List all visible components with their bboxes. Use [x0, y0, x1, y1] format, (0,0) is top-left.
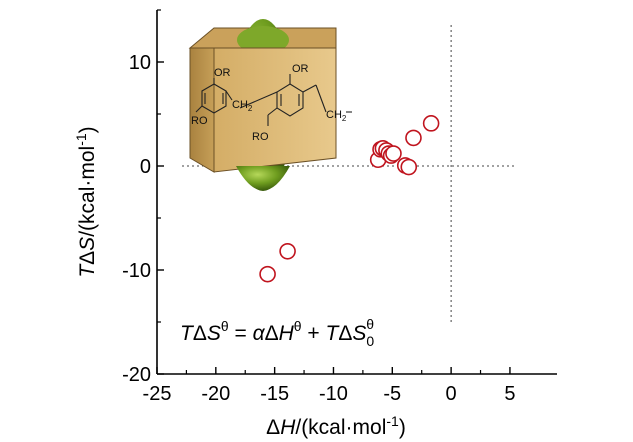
- y-tick-label: -10: [122, 260, 151, 282]
- x-ticks: -25 -20 -15 -10 -5 0 5: [143, 367, 516, 405]
- data-point: [405, 129, 422, 147]
- data-point: [259, 265, 276, 283]
- x-tick-label: 0: [446, 383, 457, 405]
- ch2-right-label: CH2: [326, 109, 347, 123]
- data-series: [259, 115, 440, 283]
- data-point: [279, 242, 296, 260]
- x-axis-title: ΔH/(kcal·mol-1): [266, 413, 406, 439]
- y-axis-title: TΔS/(kcal·mol-1): [73, 126, 99, 277]
- data-point: [385, 145, 402, 162]
- x-tick-label: -5: [383, 383, 401, 405]
- x-tick-label: -10: [319, 383, 348, 405]
- y-tick-label: 10: [129, 52, 151, 74]
- x-tick-label: -15: [260, 383, 289, 405]
- equation-annotation: TΔSθ = αΔHθ + TΔS0θ: [180, 316, 374, 349]
- guest-top-icon: [237, 26, 289, 54]
- box-left-face: [189, 47, 215, 173]
- x-tick-label: 5: [504, 383, 515, 405]
- or-left-label: OR: [214, 67, 231, 79]
- guest-bottom-icon: [236, 166, 290, 191]
- y-ticks: 10 0 -10 -20: [122, 9, 164, 386]
- x-tick-label: -20: [201, 383, 230, 405]
- x-tick-label: -25: [143, 383, 172, 405]
- ro-bottom-label: RO: [252, 131, 269, 143]
- or-top-label: OR: [292, 63, 309, 75]
- ro-left-label: RO: [191, 115, 208, 127]
- host-guest-inset: OR OR RO RO CH2 CH2: [188, 19, 352, 191]
- data-point: [400, 158, 418, 176]
- y-tick-label: 0: [140, 156, 151, 178]
- repeat-unit-structure: [195, 74, 352, 126]
- ch2-left-label: CH2: [232, 99, 253, 113]
- y-tick-label: -20: [122, 364, 151, 386]
- data-point: [422, 115, 440, 132]
